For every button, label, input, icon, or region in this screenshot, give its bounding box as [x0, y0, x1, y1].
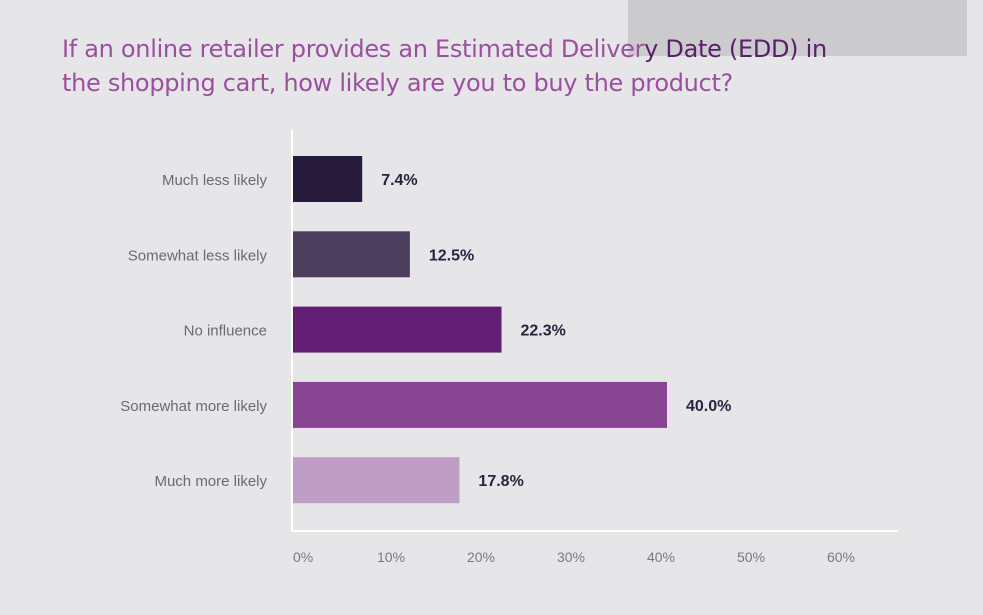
- bar-somewhat-more-likely: [293, 381, 667, 428]
- bar-much-more-likely: [293, 457, 460, 504]
- data-label: 12.5%: [429, 247, 474, 264]
- x-tick-label: 40%: [647, 549, 675, 565]
- bar-somewhat-less-likely: [293, 231, 410, 278]
- data-label: 7.4%: [381, 172, 417, 189]
- category-label: Much less likely: [162, 172, 268, 189]
- title-line2: the shopping cart, how likely are you to…: [62, 69, 733, 97]
- x-tick-label: 10%: [377, 549, 405, 565]
- data-label: 22.3%: [521, 323, 566, 340]
- category-label: No influence: [184, 323, 267, 340]
- x-tick-label: 0%: [293, 549, 313, 565]
- category-label: Much more likely: [154, 473, 267, 490]
- x-tick-label: 50%: [737, 549, 765, 565]
- bar-much-less-likely: [293, 156, 363, 202]
- data-label: 40.0%: [686, 398, 731, 415]
- x-tick-label: 30%: [557, 549, 585, 565]
- chart-title: If an online retailer provides an Estima…: [62, 32, 862, 100]
- x-tick-label: 20%: [467, 549, 495, 565]
- title-line1-dark: y Date (EDD) in: [644, 35, 827, 63]
- data-label: 17.8%: [478, 473, 523, 490]
- gray-overlay-box: [628, 0, 967, 56]
- title-line1-light: If an online retailer provides an Estima…: [62, 35, 645, 63]
- bar-no-influence: [293, 306, 502, 353]
- x-tick-label: 60%: [827, 549, 855, 565]
- category-label: Somewhat more likely: [120, 398, 267, 415]
- category-label: Somewhat less likely: [128, 247, 268, 264]
